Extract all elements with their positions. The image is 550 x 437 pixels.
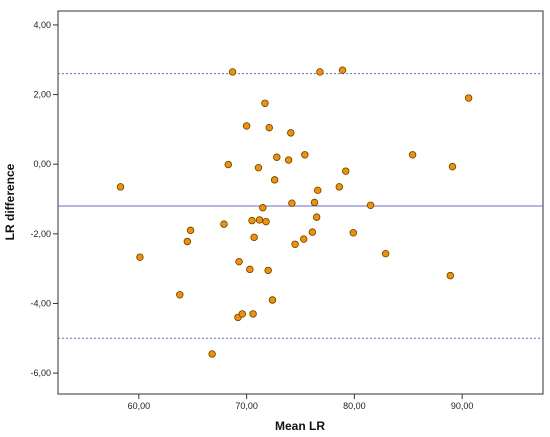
x-axis-title: Mean LR	[275, 419, 325, 433]
data-point	[259, 204, 267, 212]
plot-area	[57, 10, 544, 395]
data-point	[310, 198, 319, 207]
data-point	[314, 186, 322, 195]
data-point	[287, 129, 295, 137]
data-point	[183, 237, 192, 246]
data-point	[265, 123, 273, 132]
data-point	[248, 216, 256, 225]
x-tick-label: 80,00	[343, 401, 366, 411]
data-point	[246, 265, 254, 274]
x-tick-label: 60,00	[128, 401, 151, 411]
y-tick-label: 4,00	[33, 20, 51, 30]
y-axis-title: LR difference	[3, 163, 17, 240]
y-tick-label: 2,00	[33, 90, 51, 100]
data-point	[270, 176, 279, 184]
data-point	[255, 216, 264, 224]
y-tick-label: 0,00	[33, 159, 51, 169]
data-point	[208, 350, 216, 358]
data-point	[176, 291, 184, 299]
data-point	[316, 68, 324, 76]
data-point	[273, 153, 281, 161]
data-point	[116, 183, 125, 191]
x-tick-label: 90,00	[451, 401, 474, 411]
data-point	[220, 220, 228, 228]
data-point	[300, 235, 308, 243]
data-point	[308, 228, 317, 236]
x-tick-label: 70,00	[235, 401, 258, 411]
data-point	[342, 167, 350, 175]
data-point	[224, 160, 232, 169]
data-point	[312, 213, 321, 221]
y-tick-label: -2,00	[30, 229, 51, 239]
data-point	[349, 229, 358, 237]
data-point	[262, 217, 270, 226]
y-tick-label: -6,00	[30, 368, 51, 378]
data-point	[261, 99, 269, 107]
data-point	[366, 201, 375, 209]
data-point	[381, 249, 390, 258]
data-points	[116, 66, 473, 358]
data-point	[228, 68, 237, 76]
data-point	[250, 233, 258, 242]
data-point	[301, 151, 309, 159]
data-point	[291, 240, 299, 248]
data-point	[242, 122, 251, 130]
data-point	[186, 226, 195, 235]
data-point	[288, 199, 296, 207]
data-point	[338, 66, 347, 74]
data-point	[254, 163, 263, 172]
data-point	[408, 151, 417, 159]
data-point	[136, 253, 144, 261]
data-point	[284, 156, 293, 164]
y-tick-label: -4,00	[30, 298, 51, 308]
data-point	[448, 162, 457, 171]
data-point	[238, 310, 246, 318]
data-point	[264, 266, 272, 275]
axis-ticks: 4,00 2,00 0,00 -2,00 -4,00 -6,00 60,00 70,00 80,…	[30, 20, 473, 411]
data-point	[335, 183, 343, 191]
data-point	[464, 94, 473, 102]
data-point	[446, 271, 455, 280]
data-point	[268, 296, 277, 304]
data-point	[249, 310, 257, 318]
reference-lines	[58, 73, 543, 339]
data-point	[235, 257, 243, 266]
